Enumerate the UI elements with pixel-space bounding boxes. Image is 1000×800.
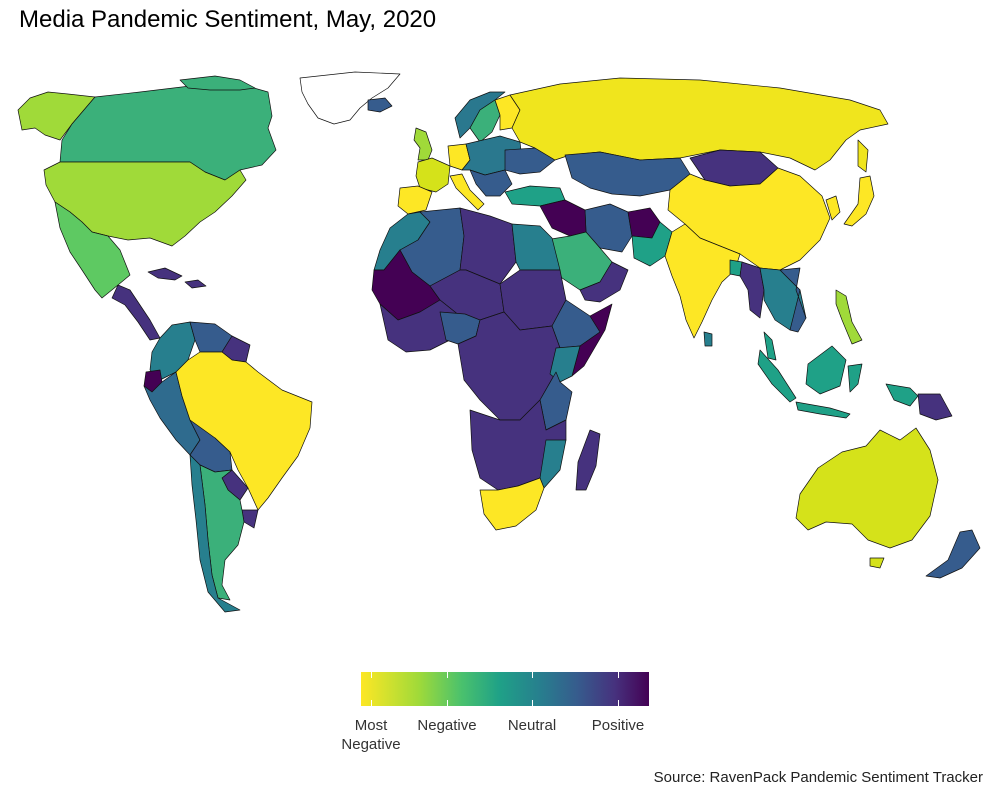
region-sumatra[interactable] [757,349,797,403]
region-greenland[interactable] [299,71,401,125]
region-france[interactable] [415,157,451,193]
region-india[interactable] [664,223,741,339]
region-uk[interactable] [413,127,433,161]
region-mexico[interactable] [54,201,131,299]
region-kamchatka[interactable] [857,139,869,173]
region-philippines[interactable] [835,289,863,345]
region-japan[interactable] [843,175,875,227]
region-australia[interactable] [795,427,939,549]
source-caption: Source: RavenPack Pandemic Sentiment Tra… [653,769,983,786]
legend-tick [447,672,448,706]
region-java[interactable] [795,401,851,419]
legend-tick [532,672,533,706]
region-tasmania[interactable] [869,557,885,569]
region-borneo[interactable] [805,345,847,395]
region-iceland[interactable] [367,97,393,113]
legend-label-positive: Positive [591,717,645,734]
region-somalia[interactable] [571,303,613,377]
region-yemen-oman[interactable] [579,261,629,303]
region-vietnam[interactable] [779,267,807,333]
region-kenya[interactable] [549,345,581,383]
region-korea[interactable] [825,195,841,221]
region-uruguay[interactable] [241,509,259,529]
region-new-zealand[interactable] [925,529,981,579]
region-mozambique[interactable] [539,439,567,489]
region-sulawesi[interactable] [847,363,863,393]
region-papua-new-guinea[interactable] [917,393,953,421]
region-canada-islands[interactable] [179,75,256,91]
region-central-america[interactable] [111,284,161,341]
legend-label-negative: Negative [417,717,477,734]
region-south-africa[interactable] [479,477,545,531]
region-new-guinea-west[interactable] [885,383,919,407]
legend-colorbar [361,672,649,706]
region-sri-lanka[interactable] [703,331,713,347]
region-malaysia-peninsula[interactable] [763,331,777,361]
legend-label-neutral: Neutral [507,717,557,734]
region-iraq-syria[interactable] [539,199,587,237]
region-madagascar[interactable] [575,429,601,491]
region-hispaniola[interactable] [184,279,207,289]
region-egypt[interactable] [511,223,561,271]
region-russia[interactable] [509,77,889,171]
legend-tick [618,672,619,706]
region-cuba[interactable] [147,267,183,281]
region-balkans[interactable] [469,169,513,197]
map-title: Media Pandemic Sentiment, May, 2020 [19,6,437,33]
region-chile[interactable] [189,454,241,613]
legend-label-most-negative: Most Negative [341,717,401,753]
region-iberia[interactable] [397,185,433,215]
legend-tick [371,672,372,706]
world-choropleth-map [17,71,981,613]
region-italy[interactable] [449,173,485,211]
